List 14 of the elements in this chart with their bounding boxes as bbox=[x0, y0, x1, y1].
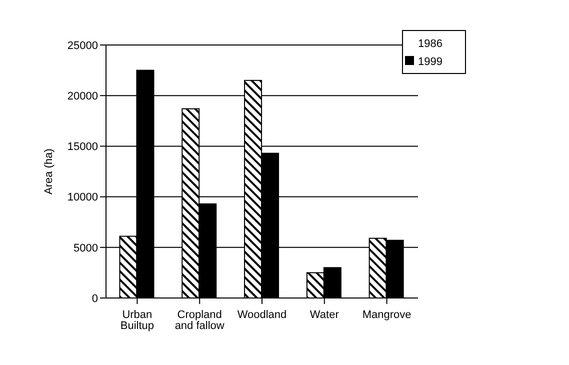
text: 1986 bbox=[418, 38, 442, 50]
x-tick-label: Cropland and fallow bbox=[174, 308, 224, 332]
x-tick-label: Woodland bbox=[237, 308, 287, 321]
y-tick-label: 20000 bbox=[67, 90, 98, 103]
y-tick-label: 0 bbox=[92, 292, 98, 305]
y-tick-label: 15000 bbox=[67, 141, 98, 154]
legend-label: 1999 bbox=[418, 56, 442, 68]
y-tick-label: 25000 bbox=[67, 40, 98, 52]
y-tick-label: 10000 bbox=[67, 192, 98, 204]
x-tick-label: Mangrove bbox=[362, 308, 412, 321]
y-axis-title: Area (ha) bbox=[42, 148, 55, 194]
x-tick-label: Water bbox=[310, 308, 340, 321]
x-tick-label: Urban Builtup bbox=[120, 308, 154, 332]
y-tick-label: 5000 bbox=[74, 242, 98, 254]
